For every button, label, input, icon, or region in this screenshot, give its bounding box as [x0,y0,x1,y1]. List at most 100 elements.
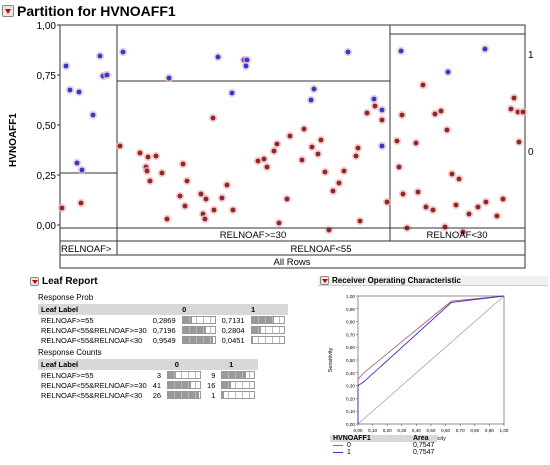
data-point [145,154,151,160]
split-label-left[interactable]: RELNOAF> [61,244,112,255]
roc-y-axis-label: Sensitivity [328,347,334,372]
leaf-label: RELNOAF<55&RELNOAF<30 [41,390,143,400]
level-label-0: 0 [528,147,534,158]
table-row: RELNOAF<55&RELNOAF>=30 41 16 [38,380,258,390]
roc-y-tick-label: 0,80 [346,320,355,325]
legend-level: 0 [347,442,351,449]
data-point [400,191,406,197]
data-point [460,229,466,235]
data-point [396,164,402,170]
col-header-1: 1 [218,304,288,315]
data-point [229,90,235,96]
response-counts-table: Leaf Label 0 1 RELNOAF>=55 3 9 RELNOAF<55&R… [38,359,259,400]
data-point [355,145,361,151]
data-point [330,188,336,194]
value-1: 16 [207,380,216,390]
roc-x-tick-label: 0,40 [412,428,421,433]
y-tick: 1,00 [37,21,57,32]
y-tick: 0,25 [37,171,57,182]
data-point [159,170,165,176]
table-row: RELNOAF<55&RELNOAF>=30 0,7196 0,2804 [38,325,288,335]
data-point [399,112,405,118]
value-1: 1 [211,390,216,400]
split-label-lt55[interactable]: RELNOAF<55 [291,244,352,255]
value-0: 41 [152,380,162,390]
roc-x-tick-label: 0,00 [354,428,363,433]
prob-bar [181,336,216,344]
data-point [203,196,209,202]
data-point [444,127,450,133]
page-title: Partition for HVNOAFF1 [17,3,176,19]
disclosure-toggle-icon[interactable] [2,5,14,17]
data-point [357,218,363,224]
roc-diagonal [357,295,505,425]
data-point [153,153,159,159]
data-point [90,112,96,118]
legend-area: 0,7547 [413,442,435,449]
data-point [182,203,188,209]
data-point [219,195,225,201]
roc-chart: 0,000,00 0,10 0,10 0,20 0,20 0,30 0,30 0,40 0,40… [328,294,509,442]
data-point [516,139,522,145]
data-point [508,106,514,112]
data-point [432,111,438,117]
data-point [315,151,321,157]
data-point [482,46,488,52]
response-prob-title: Response Prob [38,293,94,302]
data-point [177,193,183,199]
leaf-report-toggle-icon[interactable] [30,277,39,286]
roc-y-tick-label: 0,90 [346,307,355,312]
roc-title: Receiver Operating Characteristic [332,276,461,285]
partition-plot: HVNOAFF1 1,00 0,75 0,50 0,25 0,00 1 0 RE… [8,21,534,269]
value-0: 0,7196 [152,325,176,335]
data-point [309,144,315,150]
data-point [63,63,69,69]
data-point [423,204,429,210]
data-point [244,57,250,63]
data-point [379,143,385,149]
legend-level: 1 [347,449,351,456]
y-tick: 0,50 [37,121,57,132]
data-point [475,204,481,210]
split-label-all-rows[interactable]: All Rows [274,257,311,268]
roc-y-tick-label: 0,10 [346,409,355,414]
col-header-0: 0 [149,359,205,370]
data-point [483,199,489,205]
roc-y-tick-label: 0,70 [346,332,355,337]
data-point [394,138,400,144]
roc-header[interactable]: Receiver Operating Characteristic [318,276,548,286]
roc-x-tick-label: 0,80 [470,428,479,433]
data-point [144,168,150,174]
data-point [445,69,451,75]
roc-y-tick-label: 0,50 [346,358,355,363]
data-point [345,49,351,55]
legend-row: 1 0,7547 [330,449,437,456]
split-label-lt30[interactable]: RELNOAF<30 [427,230,488,241]
data-point [230,207,236,213]
data-point [311,86,317,92]
legend-swatch [333,444,343,446]
plot-frame [59,24,526,229]
data-point [147,178,153,184]
data-point [274,141,280,147]
roc-x-tick-label: 0,20 [383,428,392,433]
value-0: 0,9549 [152,335,176,345]
roc-toggle-icon[interactable] [320,276,329,285]
data-point [379,117,385,123]
data-point [453,202,459,208]
data-point [430,207,436,213]
data-point [364,110,370,116]
data-point [442,224,448,230]
data-points [57,44,528,237]
data-point [184,178,190,184]
prob-bar [221,381,256,389]
data-point [413,140,419,146]
leaf-report-header[interactable]: Leaf Report [30,276,98,287]
data-point [449,171,455,177]
data-point [336,180,342,186]
data-point [78,200,84,206]
data-point [299,157,305,163]
roc-x-tick-label: 1,00 [500,428,509,433]
table-row: RELNOAF<55&RELNOAF<30 26 1 [38,390,258,400]
split-label-mid[interactable]: RELNOAF>=30 [220,230,287,241]
